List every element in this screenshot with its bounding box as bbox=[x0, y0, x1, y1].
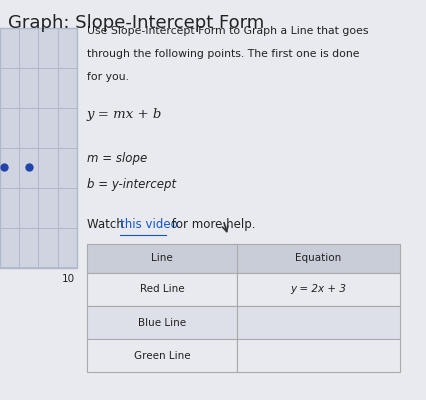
Text: for more help.: for more help. bbox=[167, 218, 255, 231]
FancyBboxPatch shape bbox=[87, 273, 237, 306]
FancyBboxPatch shape bbox=[237, 306, 400, 339]
Text: Blue Line: Blue Line bbox=[138, 318, 186, 328]
FancyBboxPatch shape bbox=[87, 244, 400, 273]
Text: this video: this video bbox=[120, 218, 178, 231]
FancyBboxPatch shape bbox=[0, 28, 77, 268]
Text: Graph: Slope-Intercept Form: Graph: Slope-Intercept Form bbox=[8, 14, 264, 32]
Text: through the following points. The first one is done: through the following points. The first … bbox=[87, 49, 359, 59]
Text: for you.: for you. bbox=[87, 72, 129, 82]
FancyBboxPatch shape bbox=[237, 273, 400, 306]
Text: Green Line: Green Line bbox=[134, 351, 190, 361]
Text: b = y-intercept: b = y-intercept bbox=[87, 178, 176, 191]
FancyBboxPatch shape bbox=[87, 306, 237, 339]
Text: Equation: Equation bbox=[295, 254, 341, 263]
Text: y = mx + b: y = mx + b bbox=[87, 108, 162, 121]
FancyBboxPatch shape bbox=[237, 339, 400, 372]
Text: Red Line: Red Line bbox=[140, 284, 184, 294]
Text: 10: 10 bbox=[61, 274, 75, 284]
Text: Use Slope-Intercept Form to Graph a Line that goes: Use Slope-Intercept Form to Graph a Line… bbox=[87, 26, 368, 36]
Text: Line: Line bbox=[151, 254, 173, 263]
Text: Watch: Watch bbox=[87, 218, 127, 231]
FancyBboxPatch shape bbox=[87, 339, 237, 372]
Text: y = 2x + 3: y = 2x + 3 bbox=[290, 284, 346, 294]
Text: m = slope: m = slope bbox=[87, 152, 147, 165]
